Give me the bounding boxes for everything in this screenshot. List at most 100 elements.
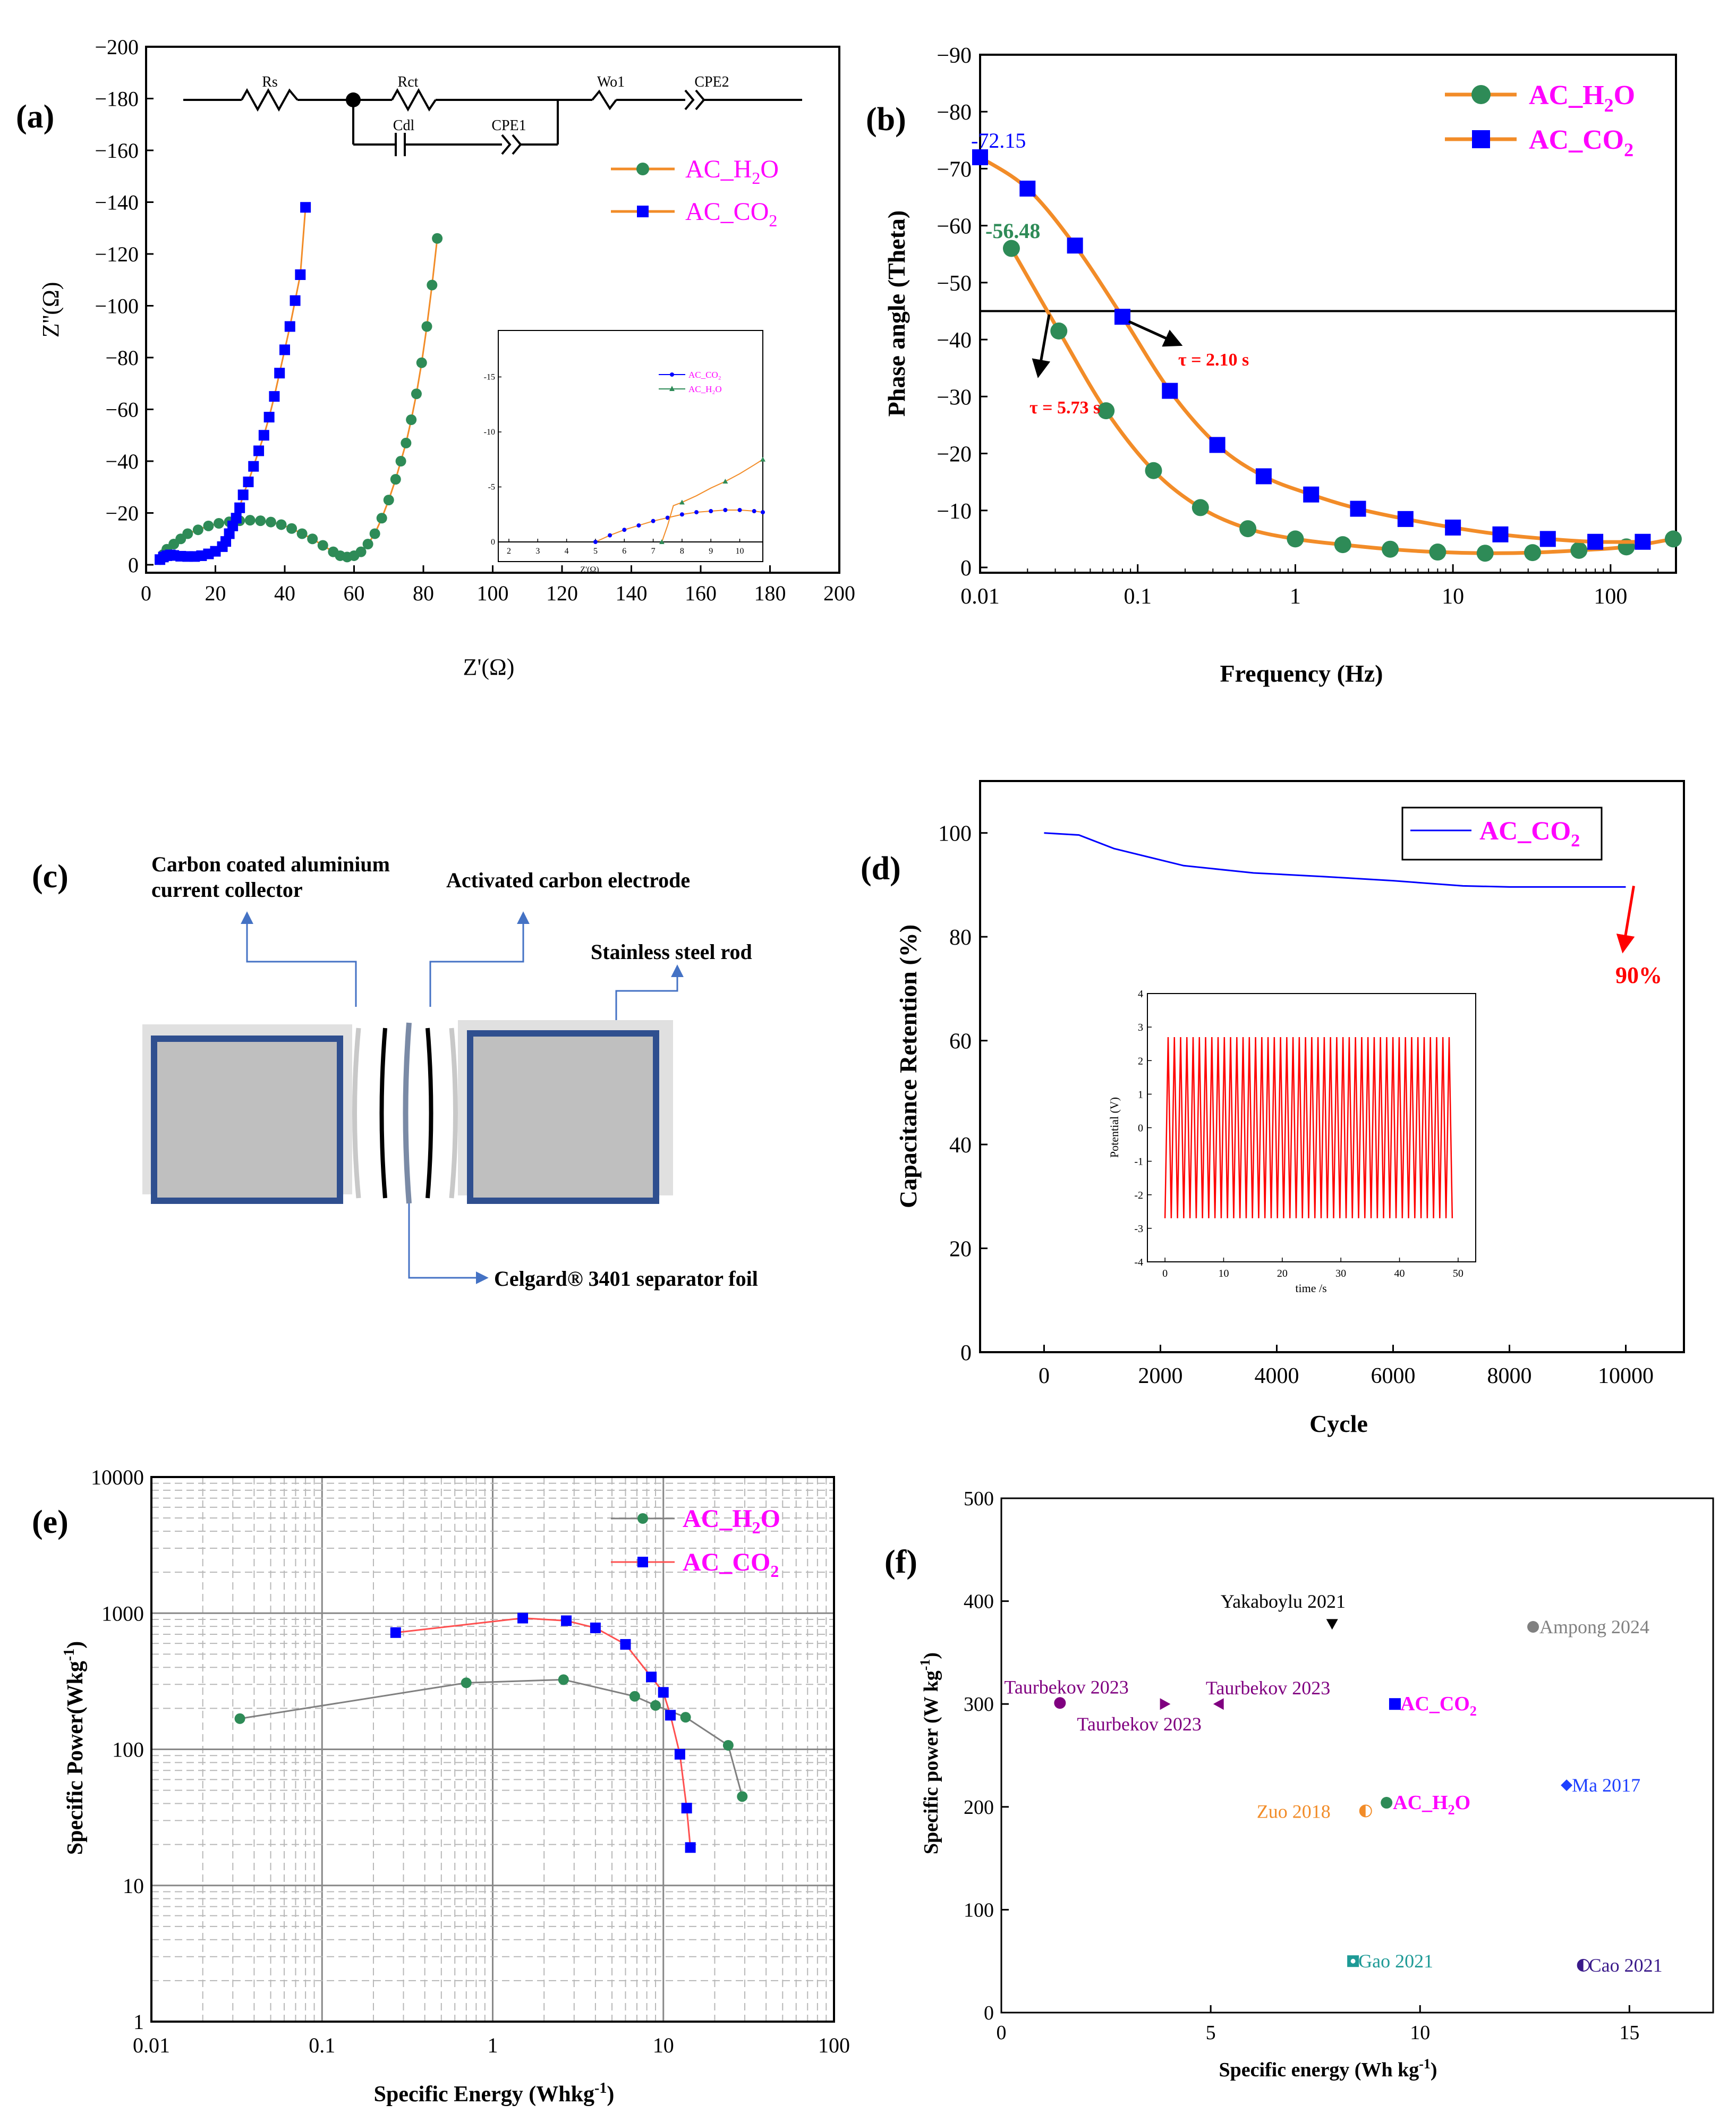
left-steel-rod [151, 1036, 343, 1204]
AC_H2O-point [1287, 530, 1304, 548]
inset-y-tick-label: -5 [488, 482, 495, 491]
panel-b-label: (b) [866, 101, 906, 138]
AC_H2O-point [265, 516, 276, 528]
y-tick-label: 100 [964, 1899, 994, 1921]
AC_CO2-point [237, 489, 249, 500]
point-label-9: Gao 2021 [1358, 1950, 1433, 1972]
AC_CO2-point [1350, 500, 1366, 517]
AC_H2O-point [355, 546, 367, 557]
inset-co2-point [752, 509, 756, 514]
AC_H2O-point [1002, 240, 1020, 257]
inset-h2o-point [659, 539, 665, 544]
point-5 [1389, 1698, 1401, 1710]
AC_H2O-point [203, 520, 214, 531]
inset-x-tick-label: 2 [507, 547, 511, 556]
y-tick-label: −40 [105, 449, 139, 473]
panel-a-series [155, 202, 443, 565]
panel-d-label: (d) [861, 851, 901, 887]
electrode-callout [429, 911, 530, 1007]
equivalent-circuit [183, 88, 802, 156]
label-separator: Celgard® 3401 separator foil [494, 1267, 758, 1291]
collector-callout [241, 911, 357, 1007]
inset-co2-point [737, 507, 742, 512]
x-tick-label: 20 [205, 581, 226, 605]
AC_H2O-point [461, 1677, 472, 1688]
panel-d-inset-frame [1147, 993, 1476, 1262]
legend-label-h2o: AC_H2O [685, 155, 779, 188]
circuit-node [346, 92, 361, 107]
inset-y-tick-label: -10 [484, 428, 495, 437]
point-4 [1213, 1698, 1224, 1710]
legend-marker-co2 [637, 206, 649, 217]
y-tick-label: −120 [95, 242, 139, 266]
panel-b-xlabel: Frequency (Hz) [1220, 660, 1383, 687]
inset-x-tick-label: 50 [1453, 1268, 1463, 1279]
AC_CO2-point [253, 445, 265, 456]
AC_H2O-point [427, 279, 438, 291]
panel-e-frame [150, 1476, 835, 2023]
separator-callout [408, 1198, 489, 1284]
AC_H2O-point [192, 524, 203, 536]
AC_CO2-point [279, 344, 290, 355]
panel-d-legend-box [1401, 807, 1603, 861]
AC_CO2-point [681, 1803, 692, 1814]
AC_CO2-point [258, 430, 269, 441]
AC_H2O-point [214, 518, 225, 529]
panel-a-inset-xlabel: Z'(Ω) [580, 565, 599, 574]
point-8 [1359, 1804, 1372, 1818]
inset-y-tick-label: -2 [1134, 1190, 1143, 1201]
panel-d-ylabel: Capacitance Retention (%) [895, 924, 922, 1208]
y-tick-label: 1 [133, 2010, 144, 2034]
panel-b-legend-co2: AC_CO2 [1529, 125, 1633, 160]
AC_CO2-point [561, 1615, 572, 1626]
y-tick-label: −40 [937, 328, 972, 353]
point-label-6: Ma 2017 [1572, 1775, 1640, 1796]
y-tick-label: −100 [95, 294, 139, 318]
y-tick-label: −180 [95, 87, 139, 111]
panel-f-ylabel: Specific power (W kg-1) [917, 1652, 942, 1854]
panel-a: (a) 0 20 40 60 80 100 120 140 160 180 2000−20−40−6… [16, 35, 855, 680]
inset-co2-point [651, 519, 656, 523]
y-tick-label: −140 [95, 191, 139, 215]
AC_H2O-point [376, 513, 387, 524]
x-tick-label: 180 [754, 581, 786, 605]
point-8-fill [1359, 1805, 1366, 1817]
inset-x-tick-label: 40 [1394, 1268, 1405, 1279]
inset-co2-point [608, 533, 612, 538]
point-9 [1347, 1955, 1359, 1967]
x-tick-label: 4000 [1254, 1364, 1299, 1388]
x-tick-label: 100 [818, 2033, 850, 2057]
x-tick-label: 10 [1410, 2022, 1430, 2044]
y-tick-label: 0 [960, 556, 972, 581]
AC_H2O-point [395, 456, 406, 466]
x-tick-label: 10 [653, 2033, 674, 2057]
AC_H2O-point [255, 515, 266, 527]
panel-b-axis-ticks: 0.01 0.1 1 10 100 0 −10 −20 −30 −40 −50 −60 −70 −80 −9… [937, 44, 1659, 609]
inset-potential-wave [1164, 1037, 1453, 1218]
AC_CO2-line [159, 207, 307, 561]
annotation-co2-max-phase: -72.15 [971, 129, 1026, 152]
x-tick-label: 5 [1206, 2022, 1216, 2044]
inset-h2o-line [661, 459, 763, 542]
AC_CO2-point [674, 1749, 685, 1760]
AC_H2O-point [1429, 544, 1446, 561]
panel-e-legend-co2: AC_CO2 [683, 1548, 779, 1581]
y-tick-label: −20 [105, 502, 139, 525]
AC_H2O-point [244, 515, 256, 526]
AC_CO2-line [1044, 832, 1626, 888]
inset-co2-point [622, 528, 627, 532]
x-tick-label: 1 [488, 2033, 498, 2057]
circuit-label-cdl: Cdl [393, 117, 415, 134]
point-0 [1326, 1619, 1338, 1630]
AC_CO2-point [234, 502, 245, 513]
x-tick-label: 0.1 [1124, 584, 1152, 609]
AC_H2O-point [432, 233, 443, 244]
AC_H2O-point [1524, 544, 1542, 562]
circuit-label-rct: Rct [398, 74, 419, 90]
AC_H2O-line [240, 1678, 743, 1797]
x-tick-label: 100 [1594, 584, 1627, 609]
inset-y-tick-label: 1 [1138, 1089, 1143, 1100]
left-carbon-electrode [379, 1028, 387, 1199]
y-tick-label: 80 [949, 926, 972, 950]
